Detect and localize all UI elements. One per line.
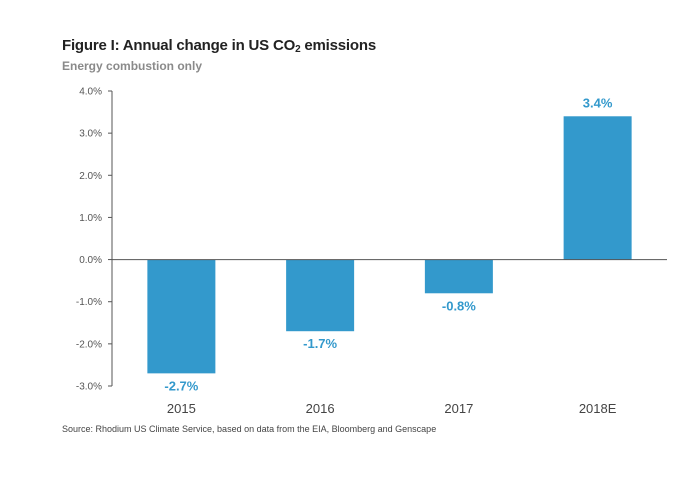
y-tick-label: -1.0%: [76, 297, 102, 308]
data-label: -1.7%: [303, 336, 337, 351]
bar-2017: [424, 259, 493, 294]
bar-2018E: [563, 116, 632, 260]
data-label: -0.8%: [442, 298, 476, 313]
x-tick-label: 2016: [306, 401, 335, 416]
y-tick-label: 2.0%: [79, 171, 102, 182]
chart-title-subscript: 2: [295, 44, 301, 55]
y-tick-label: 0.0%: [79, 255, 102, 266]
y-tick-label: -3.0%: [76, 382, 102, 393]
y-tick-label: 4.0%: [79, 87, 102, 98]
chart-title-prefix: Figure I: Annual change in US CO: [62, 37, 296, 54]
chart-subtitle: Energy combustion only: [62, 59, 203, 73]
source-note: Source: Rhodium US Climate Service, base…: [62, 424, 437, 434]
x-tick-label: 2018E: [579, 401, 617, 416]
data-label: 3.4%: [583, 95, 613, 110]
chart-title-suffix: emissions: [300, 37, 376, 54]
chart-title: Figure I: Annual change in US CO2 emissi…: [62, 37, 376, 55]
y-tick-label: 3.0%: [79, 129, 102, 140]
x-tick-label: 2017: [444, 401, 473, 416]
data-label: -2.7%: [164, 378, 198, 393]
y-tick-label: 1.0%: [79, 213, 102, 224]
y-tick-label: -2.0%: [76, 339, 102, 350]
x-tick-label: 2015: [167, 401, 196, 416]
bar-2016: [286, 259, 355, 332]
bar-2015: [147, 259, 216, 374]
